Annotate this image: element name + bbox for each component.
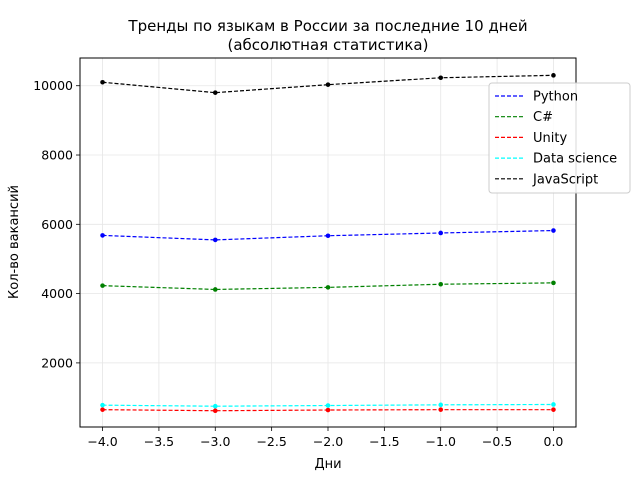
y-tick-label: 2000 [41, 355, 73, 370]
y-tick-label: 6000 [41, 217, 73, 232]
x-tick-label: −3.5 [144, 434, 174, 449]
data-point [325, 403, 331, 408]
data-point [212, 403, 218, 409]
series-python [100, 228, 556, 243]
x-tick-label: −1.5 [369, 434, 399, 449]
data-point [100, 79, 105, 85]
x-axis-label: Дни [314, 457, 341, 472]
data-point [212, 237, 218, 243]
legend-box [488, 82, 631, 194]
y-axis-ticks: 2000 4000 6000 8000 10000 [33, 78, 80, 370]
data-point [325, 82, 331, 87]
x-tick-label: −4.0 [87, 434, 117, 449]
data-point [100, 402, 105, 408]
x-tick-label: −2.5 [256, 434, 286, 449]
legend-label: C# [533, 110, 553, 125]
x-tick-label: −0.5 [482, 434, 512, 449]
y-axis-label: Кол-во вакансий [7, 185, 22, 299]
data-point [212, 90, 218, 95]
data-point [212, 408, 218, 414]
legend-label: Unity [533, 131, 567, 146]
data-point [100, 283, 105, 288]
series-line [102, 74, 554, 94]
legend: Python C# Unity Data science JavaScript [488, 82, 631, 194]
data-point [438, 230, 444, 236]
x-tick-label: −2.0 [313, 434, 343, 449]
legend-label: Data science [533, 152, 617, 167]
data-point [438, 281, 444, 287]
data-point [438, 75, 444, 81]
data-point [551, 402, 556, 407]
series-unity [100, 407, 556, 414]
data-point [325, 233, 331, 239]
chart-title: Тренды по языкам в России за последние 1… [127, 17, 527, 35]
data-point [325, 407, 331, 413]
series-group [100, 73, 556, 414]
data-point [551, 73, 556, 78]
x-tick-label: −3.0 [200, 434, 230, 449]
y-tick-label: 8000 [41, 148, 73, 163]
data-point [438, 407, 444, 412]
y-tick-label: 4000 [41, 286, 73, 301]
legend-label: JavaScript [532, 172, 598, 187]
series-c- [100, 280, 556, 292]
x-tick-label: −1.0 [426, 434, 456, 449]
y-tick-label: 10000 [33, 78, 73, 93]
data-point [100, 407, 105, 412]
data-point [551, 407, 556, 412]
x-tick-label: 0.0 [544, 434, 564, 449]
legend-label: Python [533, 90, 578, 105]
data-point [100, 233, 105, 238]
series-javascript [100, 73, 556, 95]
data-point [325, 285, 331, 290]
data-point [438, 402, 444, 408]
data-point [551, 280, 556, 286]
series-data-science [100, 402, 556, 409]
chart-subtitle: (абсолютная статистика) [228, 36, 429, 54]
data-point [551, 228, 556, 233]
x-axis-ticks: −4.0 −3.5 −3.0 −2.5 −2.0 −1.5 −1.0 −0.5 0.0 [87, 427, 563, 449]
data-point [212, 287, 218, 292]
